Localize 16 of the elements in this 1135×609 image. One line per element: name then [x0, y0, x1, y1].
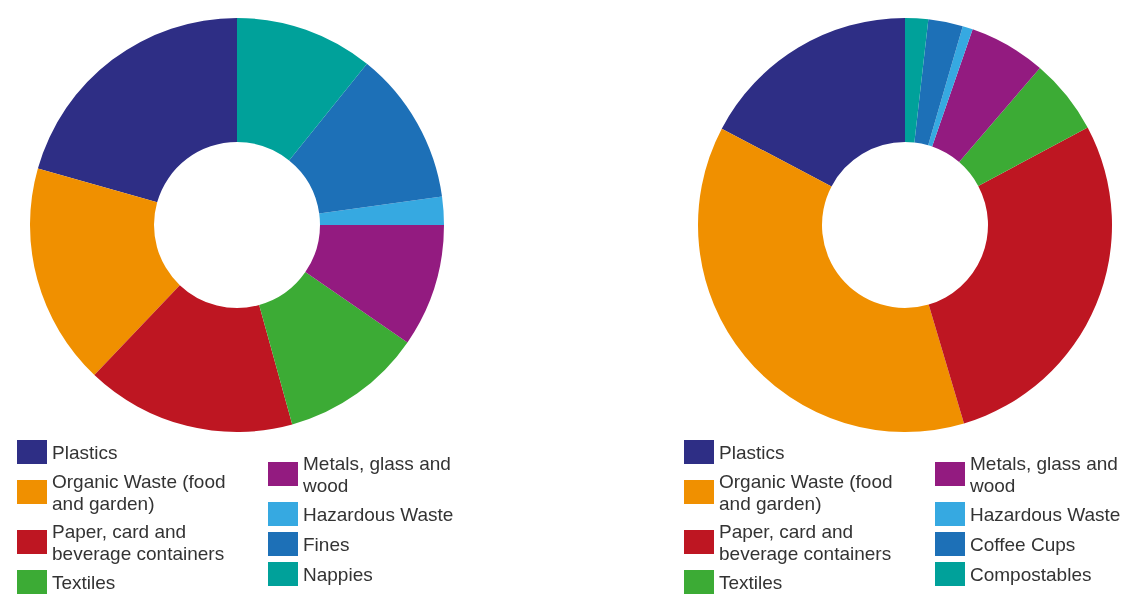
legend-label: Coffee Cups — [970, 533, 1076, 555]
legend-label: Paper, card and beverage containers — [52, 520, 225, 564]
legend-label: Organic Waste (food and garden) — [719, 470, 898, 514]
legend-label: Compostables — [970, 563, 1092, 585]
legend-label: Plastics — [719, 441, 785, 463]
legend-label: Hazardous Waste — [970, 503, 1121, 525]
legend-label: Textiles — [52, 571, 116, 593]
legend-label: Metals, glass and wood — [302, 452, 457, 496]
legend-label: Textiles — [719, 571, 783, 593]
legend-label: Paper, card and beverage containers — [719, 520, 892, 564]
legend-label: Metals, glass and wood — [969, 452, 1124, 496]
legend-label: Hazardous Waste — [303, 503, 454, 525]
legend-label: Organic Waste (food and garden) — [52, 470, 231, 514]
legend-label: Nappies — [303, 563, 373, 585]
legend-label: Plastics — [52, 441, 118, 463]
legend-label: Fines — [303, 533, 350, 555]
